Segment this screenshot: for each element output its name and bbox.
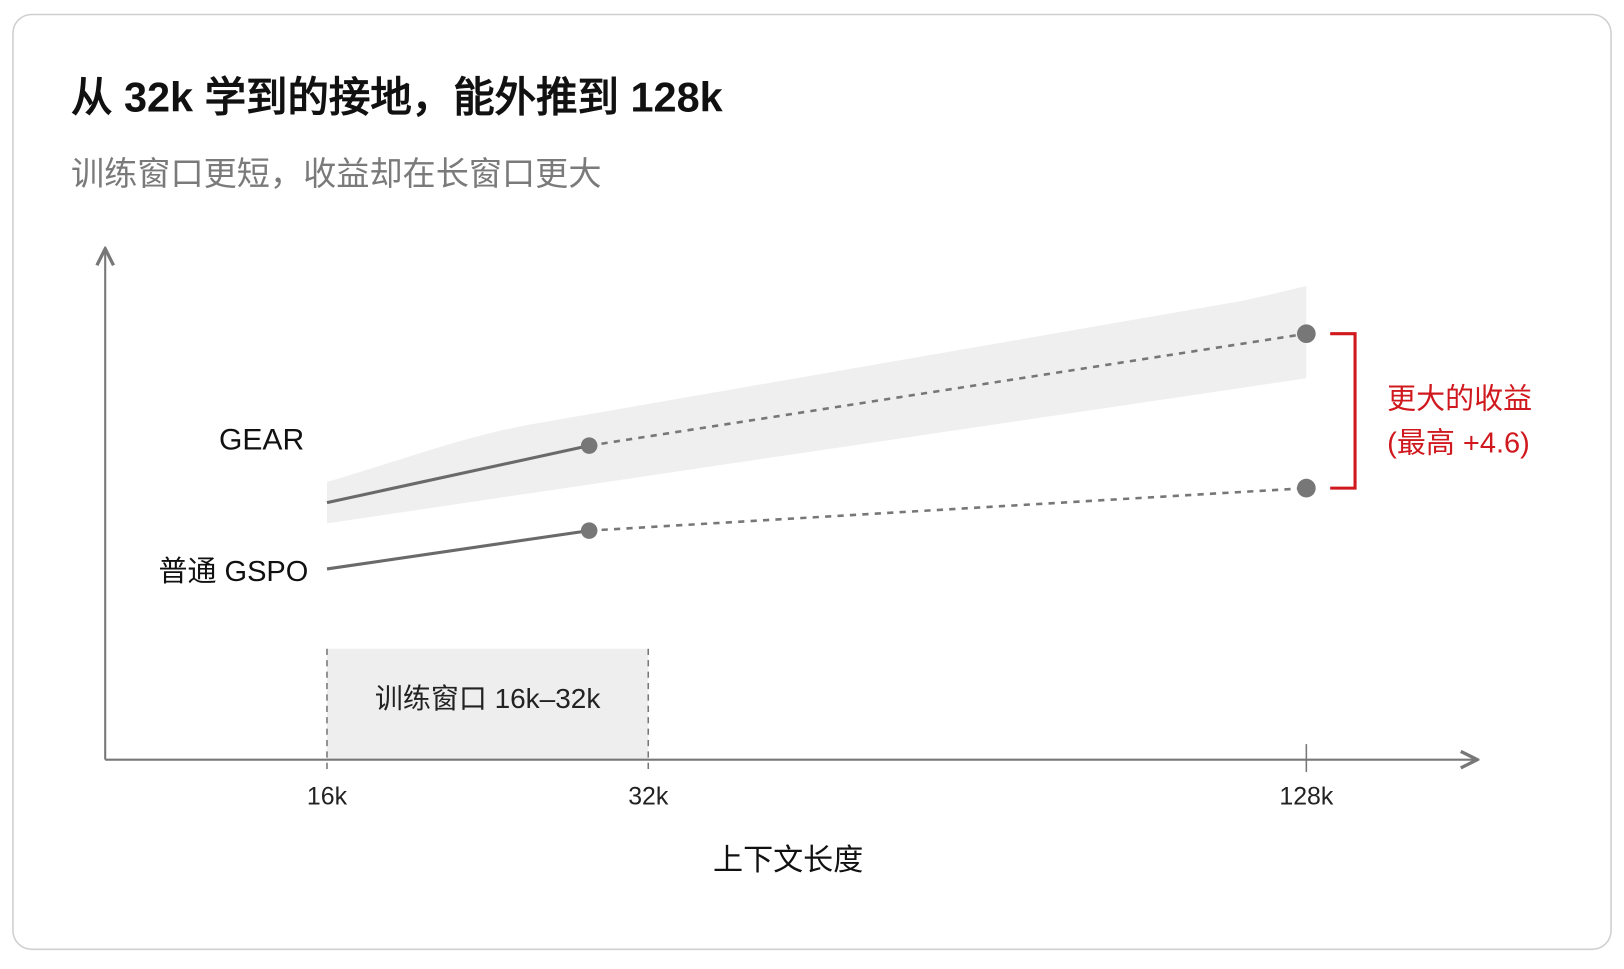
gain-bracket (1330, 332, 1357, 490)
gear-point (580, 437, 598, 454)
training-window-box (326, 648, 649, 760)
gear-point (1297, 324, 1316, 344)
uncertainty-band (326, 286, 1307, 524)
gspo-point (580, 522, 598, 539)
x-tick-label: 32k (628, 783, 669, 811)
x-axis-label: 上下文长度 (713, 844, 863, 877)
x-tick-label: 16k (307, 783, 348, 811)
gspo-extrapolation (589, 486, 1307, 532)
gspo-line (326, 529, 590, 571)
series-label: GEAR (219, 423, 304, 456)
gear-line (326, 444, 590, 505)
card (12, 13, 1612, 951)
x-tick-label: 128k (1279, 783, 1333, 811)
series-label: 普通 GSPO (158, 555, 308, 588)
gear-extrapolation (588, 332, 1307, 447)
gspo-point (1297, 478, 1316, 498)
annotation: (最高 +4.6) (1387, 426, 1530, 459)
title: 从 32k 学到的接地，能外推到 128k (71, 73, 724, 120)
training-window-label: 训练窗口 16k–32k (375, 683, 601, 714)
subtitle: 训练窗口更短，收益却在长窗口更大 (71, 156, 602, 193)
annotation: 更大的收益 (1387, 383, 1532, 416)
